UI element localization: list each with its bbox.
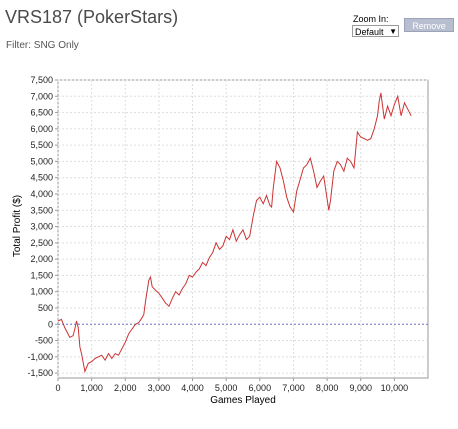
zoom-label: Zoom In: [353, 14, 389, 24]
y-tick-label: -500 [35, 336, 53, 346]
page-title: VRS187 (PokerStars) [5, 7, 179, 27]
remove-button[interactable]: Remove [404, 18, 454, 32]
y-axis-ticks: 7,500 7,000 6,500 6,000 5,500 5,000 4,500 4,000… [27, 75, 58, 378]
y-tick-label: 7,000 [30, 91, 53, 101]
y-tick-label: 4,500 [30, 173, 53, 183]
y-axis-title: Total Profit ($) [12, 195, 23, 257]
x-axis-title: Games Played [210, 395, 276, 406]
x-axis-ticks: 0 1,000 2,000 3,000 4,000 5,000 6,000 7,000 8,00… [55, 378, 408, 393]
x-tick-label: 2,000 [114, 383, 137, 393]
y-tick-label: 2,500 [30, 238, 53, 248]
x-tick-label: 4,000 [181, 383, 204, 393]
y-tick-label: 500 [38, 303, 53, 313]
zoom-select-value: Default [355, 27, 384, 37]
chevron-down-icon: ▼ [389, 27, 397, 36]
x-tick-label: 5,000 [215, 383, 238, 393]
y-tick-label: 6,000 [30, 124, 53, 134]
x-tick-label: 0 [55, 383, 60, 393]
x-tick-label: 3,000 [148, 383, 171, 393]
y-tick-label: 5,000 [30, 156, 53, 166]
x-tick-label: 8,000 [316, 383, 339, 393]
y-tick-label: 1,500 [30, 270, 53, 280]
x-tick-label: 9,000 [349, 383, 372, 393]
y-tick-label: 7,500 [30, 75, 53, 85]
profit-series-line [57, 92, 412, 374]
y-tick-label: -1,000 [27, 352, 53, 362]
x-tick-label: 1,000 [80, 383, 103, 393]
y-tick-label: 3,500 [30, 205, 53, 215]
y-tick-label: 4,000 [30, 189, 53, 199]
y-tick-label: 0 [48, 319, 53, 329]
x-tick-label: 6,000 [249, 383, 272, 393]
y-tick-label: 1,000 [30, 287, 53, 297]
y-tick-label: 2,000 [30, 254, 53, 264]
x-tick-label: 7,000 [282, 383, 305, 393]
y-tick-label: 6,500 [30, 108, 53, 118]
y-tick-label: -1,500 [27, 368, 53, 378]
zoom-select[interactable]: Default ▼ [352, 25, 399, 37]
filter-label: Filter: SNG Only [6, 40, 79, 51]
x-tick-label: 10,000 [381, 383, 409, 393]
y-tick-label: 3,000 [30, 222, 53, 232]
y-tick-label: 5,500 [30, 140, 53, 150]
